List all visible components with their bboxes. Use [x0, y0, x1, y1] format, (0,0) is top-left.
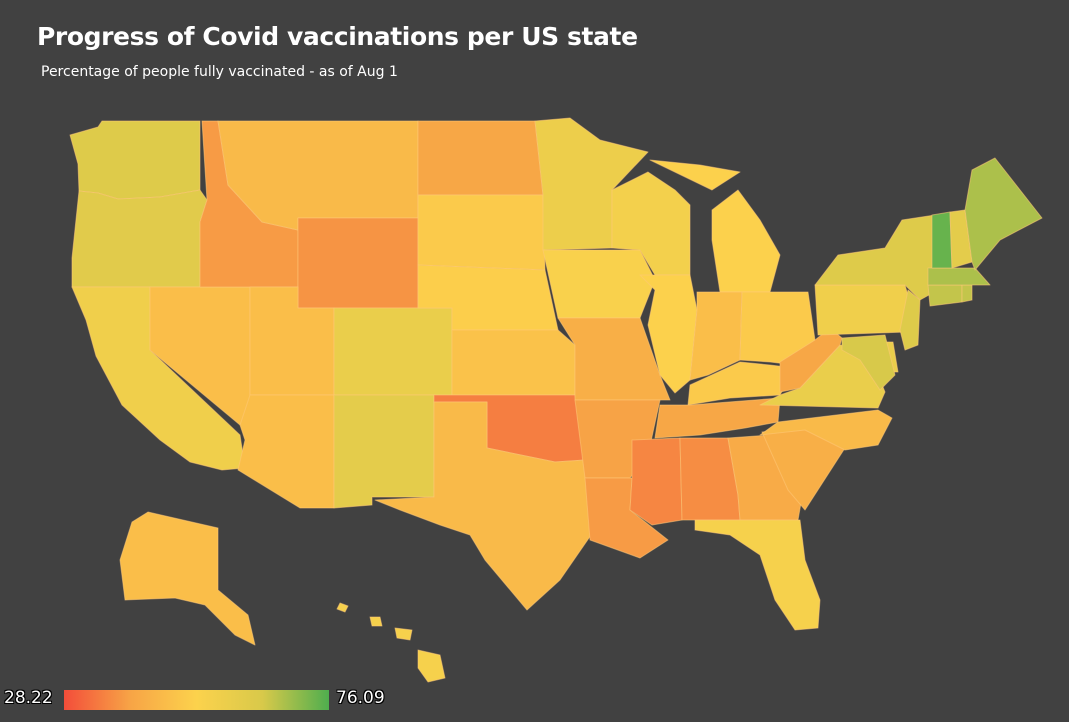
state-nc [759, 409, 893, 451]
state-vt [931, 211, 953, 269]
state-md [841, 334, 896, 391]
state-ia [542, 249, 656, 319]
state-tx [374, 401, 599, 611]
state-wy [297, 217, 419, 309]
state-ak [119, 511, 256, 646]
state-hi [336, 602, 446, 683]
legend-min-label: 28.22 [4, 688, 53, 708]
state-or [71, 189, 208, 288]
state-sd [417, 194, 546, 271]
state-ri [961, 284, 973, 303]
state-tn [654, 397, 781, 439]
state-wa [69, 120, 201, 200]
state-nm [333, 394, 435, 509]
state-ct [927, 284, 963, 307]
legend-color-bar [64, 690, 329, 710]
state-ms [629, 437, 683, 526]
state-me [964, 157, 1043, 271]
state-ma [927, 267, 991, 286]
state-fl [694, 519, 821, 631]
state-il [639, 274, 698, 394]
state-nd [417, 120, 544, 196]
state-az [237, 394, 335, 509]
state-mo [557, 317, 671, 401]
state-nj [899, 289, 921, 351]
legend-max-label: 76.09 [336, 688, 385, 708]
state-co [333, 307, 453, 396]
state-ks [451, 329, 576, 396]
map-subtitle: Percentage of people fully vaccinated - … [41, 64, 398, 80]
state-wv [779, 327, 843, 393]
state-mi [649, 159, 781, 293]
map-title: Progress of Covid vaccinations per US st… [37, 22, 638, 51]
